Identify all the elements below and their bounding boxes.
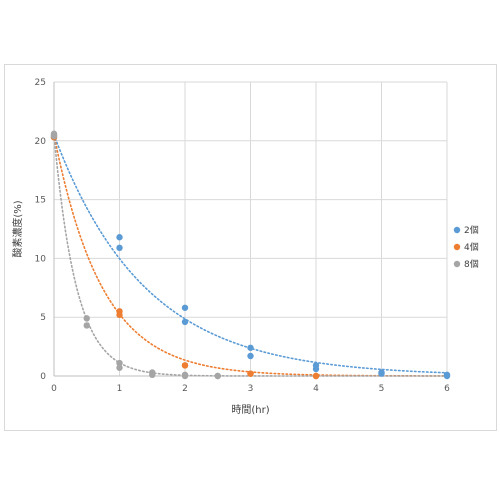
data-point [247, 370, 254, 377]
data-point [378, 370, 385, 377]
chart-frame: 0 5 10 15 20 25 0 1 2 3 4 5 6 時間(hr) 酸素濃度(%) 2個 4個 8個 [4, 64, 497, 431]
tick-labels: 0 5 10 15 20 25 0 1 2 3 4 5 6 [35, 78, 451, 394]
chart-svg: 0 5 10 15 20 25 0 1 2 3 4 5 6 時間(hr) 酸素濃度(%) 2個 4個 8個 [11, 78, 479, 416]
data-point [181, 362, 189, 369]
data-point [181, 372, 189, 380]
x-tick-label: 2 [182, 384, 188, 394]
legend-label: 4個 [464, 241, 479, 253]
y-tick-label: 25 [35, 78, 46, 88]
legend-label: 2個 [464, 224, 479, 236]
data-point [312, 365, 320, 373]
x-tick-label: 4 [313, 384, 319, 394]
data-point [312, 372, 320, 380]
x-axis-title: 時間(hr) [231, 404, 269, 416]
data-point [116, 244, 123, 252]
legend-marker [453, 243, 461, 251]
data-point [181, 304, 189, 311]
data-point [149, 371, 156, 379]
y-tick-label: 10 [35, 254, 47, 264]
legend-label: 8個 [464, 258, 479, 270]
grid-lines [54, 81, 448, 376]
x-tick-label: 1 [117, 384, 123, 394]
data-point [116, 234, 123, 241]
y-tick-label: 15 [35, 196, 46, 206]
data-point [116, 359, 123, 367]
data-point [83, 322, 90, 329]
legend: 2個 4個 8個 [453, 224, 479, 270]
legend-marker [453, 226, 461, 234]
data-point [247, 352, 254, 360]
y-tick-label: 5 [40, 313, 46, 323]
y-tick-label: 0 [40, 372, 46, 382]
data-point [116, 364, 123, 371]
legend-marker [453, 260, 461, 268]
data-points [50, 130, 451, 380]
x-tick-label: 3 [248, 384, 254, 394]
data-point [443, 372, 451, 380]
data-point [83, 315, 90, 322]
data-point [116, 311, 123, 319]
x-tick-label: 0 [51, 384, 57, 394]
y-axis-title: 酸素濃度(%) [11, 200, 24, 257]
data-point [50, 132, 58, 140]
y-tick-label: 20 [35, 137, 47, 147]
data-point [181, 318, 189, 326]
data-point [214, 372, 221, 380]
x-tick-label: 5 [379, 384, 385, 394]
data-point [247, 344, 254, 351]
x-tick-label: 6 [444, 384, 450, 394]
